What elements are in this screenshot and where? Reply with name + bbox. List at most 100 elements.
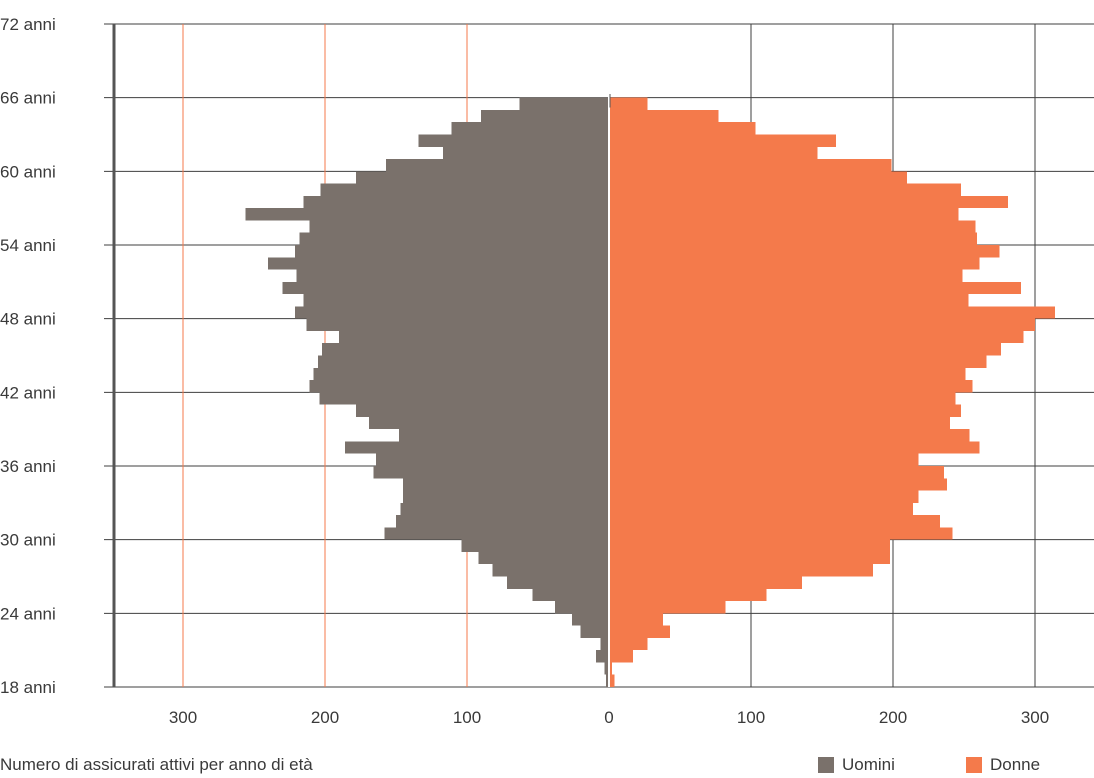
bar-women-38 xyxy=(609,429,970,442)
bar-women-26 xyxy=(609,576,803,589)
bar-men-49 xyxy=(303,294,609,307)
bar-women-34 xyxy=(609,478,947,491)
x-tick-label-neg200: 200 xyxy=(311,708,339,727)
bar-men-24 xyxy=(555,601,609,614)
bar-men-40 xyxy=(356,404,609,417)
bar-women-56 xyxy=(609,208,959,221)
bar-women-50 xyxy=(609,281,1021,295)
bar-men-39 xyxy=(369,416,609,430)
bar-men-21 xyxy=(600,637,609,651)
bar-women-61 xyxy=(609,146,818,160)
bar-women-31 xyxy=(609,515,940,528)
y-tick-label-42: 42 anni xyxy=(0,383,56,402)
bar-men-44 xyxy=(317,355,609,368)
bar-men-42 xyxy=(309,380,609,393)
bar-women-54 xyxy=(609,232,977,245)
bar-women-48 xyxy=(609,306,1055,319)
bar-women-29 xyxy=(609,539,891,552)
bar-women-52 xyxy=(609,257,980,270)
bar-men-43 xyxy=(313,367,609,381)
bar-men-22 xyxy=(580,625,609,638)
y-tick-label-24: 24 anni xyxy=(0,604,56,623)
bar-men-32 xyxy=(400,502,609,516)
bar-women-33 xyxy=(609,490,919,503)
y-tick-label-18: 18 anni xyxy=(0,678,56,697)
legend-label-women: Donne xyxy=(990,755,1041,774)
x-tick-label-pos0: 0 xyxy=(604,708,613,727)
bar-women-36 xyxy=(609,453,919,466)
legend-label-men: Uomini xyxy=(842,755,895,774)
bar-women-44 xyxy=(609,355,987,368)
bar-men-18 xyxy=(606,674,609,687)
bar-men-57 xyxy=(303,195,609,209)
bar-men-26 xyxy=(506,576,609,589)
bar-women-47 xyxy=(609,318,1035,331)
bar-men-50 xyxy=(282,281,609,295)
bar-men-61 xyxy=(442,146,609,160)
bar-men-62 xyxy=(418,134,609,147)
bar-men-38 xyxy=(398,429,609,442)
x-tick-label-pos100: 100 xyxy=(737,708,765,727)
bar-women-43 xyxy=(609,367,966,381)
bar-men-59 xyxy=(356,171,609,184)
bar-women-41 xyxy=(609,392,956,405)
bar-men-23 xyxy=(572,613,609,626)
bar-men-28 xyxy=(478,551,609,565)
bar-women-39 xyxy=(609,416,950,430)
bar-women-59 xyxy=(609,171,908,184)
bar-women-19 xyxy=(609,662,612,675)
bar-women-22 xyxy=(609,625,671,638)
bar-men-25 xyxy=(532,588,609,602)
x-tick-label-pos300: 300 xyxy=(1021,708,1049,727)
bar-women-28 xyxy=(609,551,891,565)
bar-women-42 xyxy=(609,380,973,393)
bar-men-55 xyxy=(309,220,609,233)
bar-women-20 xyxy=(609,650,634,663)
legend-item-men: Uomini xyxy=(818,755,895,775)
bar-men-33 xyxy=(403,490,609,503)
bar-women-24 xyxy=(609,601,726,614)
bar-men-37 xyxy=(344,441,609,454)
bar-women-21 xyxy=(609,637,648,651)
bar-women-58 xyxy=(609,183,962,196)
bar-men-58 xyxy=(320,183,609,196)
bar-women-53 xyxy=(609,245,1000,258)
bar-women-32 xyxy=(609,502,913,516)
y-tick-label-60: 60 anni xyxy=(0,162,56,181)
legend-swatch-women xyxy=(966,757,982,773)
bar-men-29 xyxy=(461,539,609,552)
bar-women-55 xyxy=(609,220,976,233)
bar-women-45 xyxy=(609,343,1001,356)
bar-women-57 xyxy=(609,195,1009,209)
bar-men-63 xyxy=(451,122,609,135)
axes xyxy=(112,24,611,687)
legend-item-women: Donne xyxy=(966,755,1040,775)
bar-women-46 xyxy=(609,330,1024,344)
bar-men-56 xyxy=(245,208,610,221)
bar-men-41 xyxy=(319,392,609,405)
y-tick-label-66: 66 anni xyxy=(0,89,56,108)
bar-women-63 xyxy=(609,122,756,135)
bar-women-49 xyxy=(609,294,969,307)
bar-women-40 xyxy=(609,404,962,417)
y-tick-label-36: 36 anni xyxy=(0,457,56,476)
bar-men-46 xyxy=(339,330,609,344)
tick-labels: 18 anni 24 anni 30 anni 36 anni 42 anni 48 an… xyxy=(0,15,1049,727)
bar-women-18 xyxy=(609,674,615,687)
bar-men-48 xyxy=(295,306,609,319)
bar-women-51 xyxy=(609,269,963,282)
x-tick-label-neg300: 300 xyxy=(169,708,197,727)
x-tick-label-pos200: 200 xyxy=(879,708,907,727)
bar-men-27 xyxy=(492,564,609,577)
bar-men-30 xyxy=(384,527,609,540)
bar-women-65 xyxy=(609,97,648,110)
y-tick-label-54: 54 anni xyxy=(0,236,56,255)
bar-women-27 xyxy=(609,564,874,577)
bar-women-62 xyxy=(609,134,837,147)
bars xyxy=(245,97,1055,687)
bar-men-64 xyxy=(481,109,609,123)
bar-men-35 xyxy=(373,466,609,479)
bar-men-34 xyxy=(403,478,609,491)
